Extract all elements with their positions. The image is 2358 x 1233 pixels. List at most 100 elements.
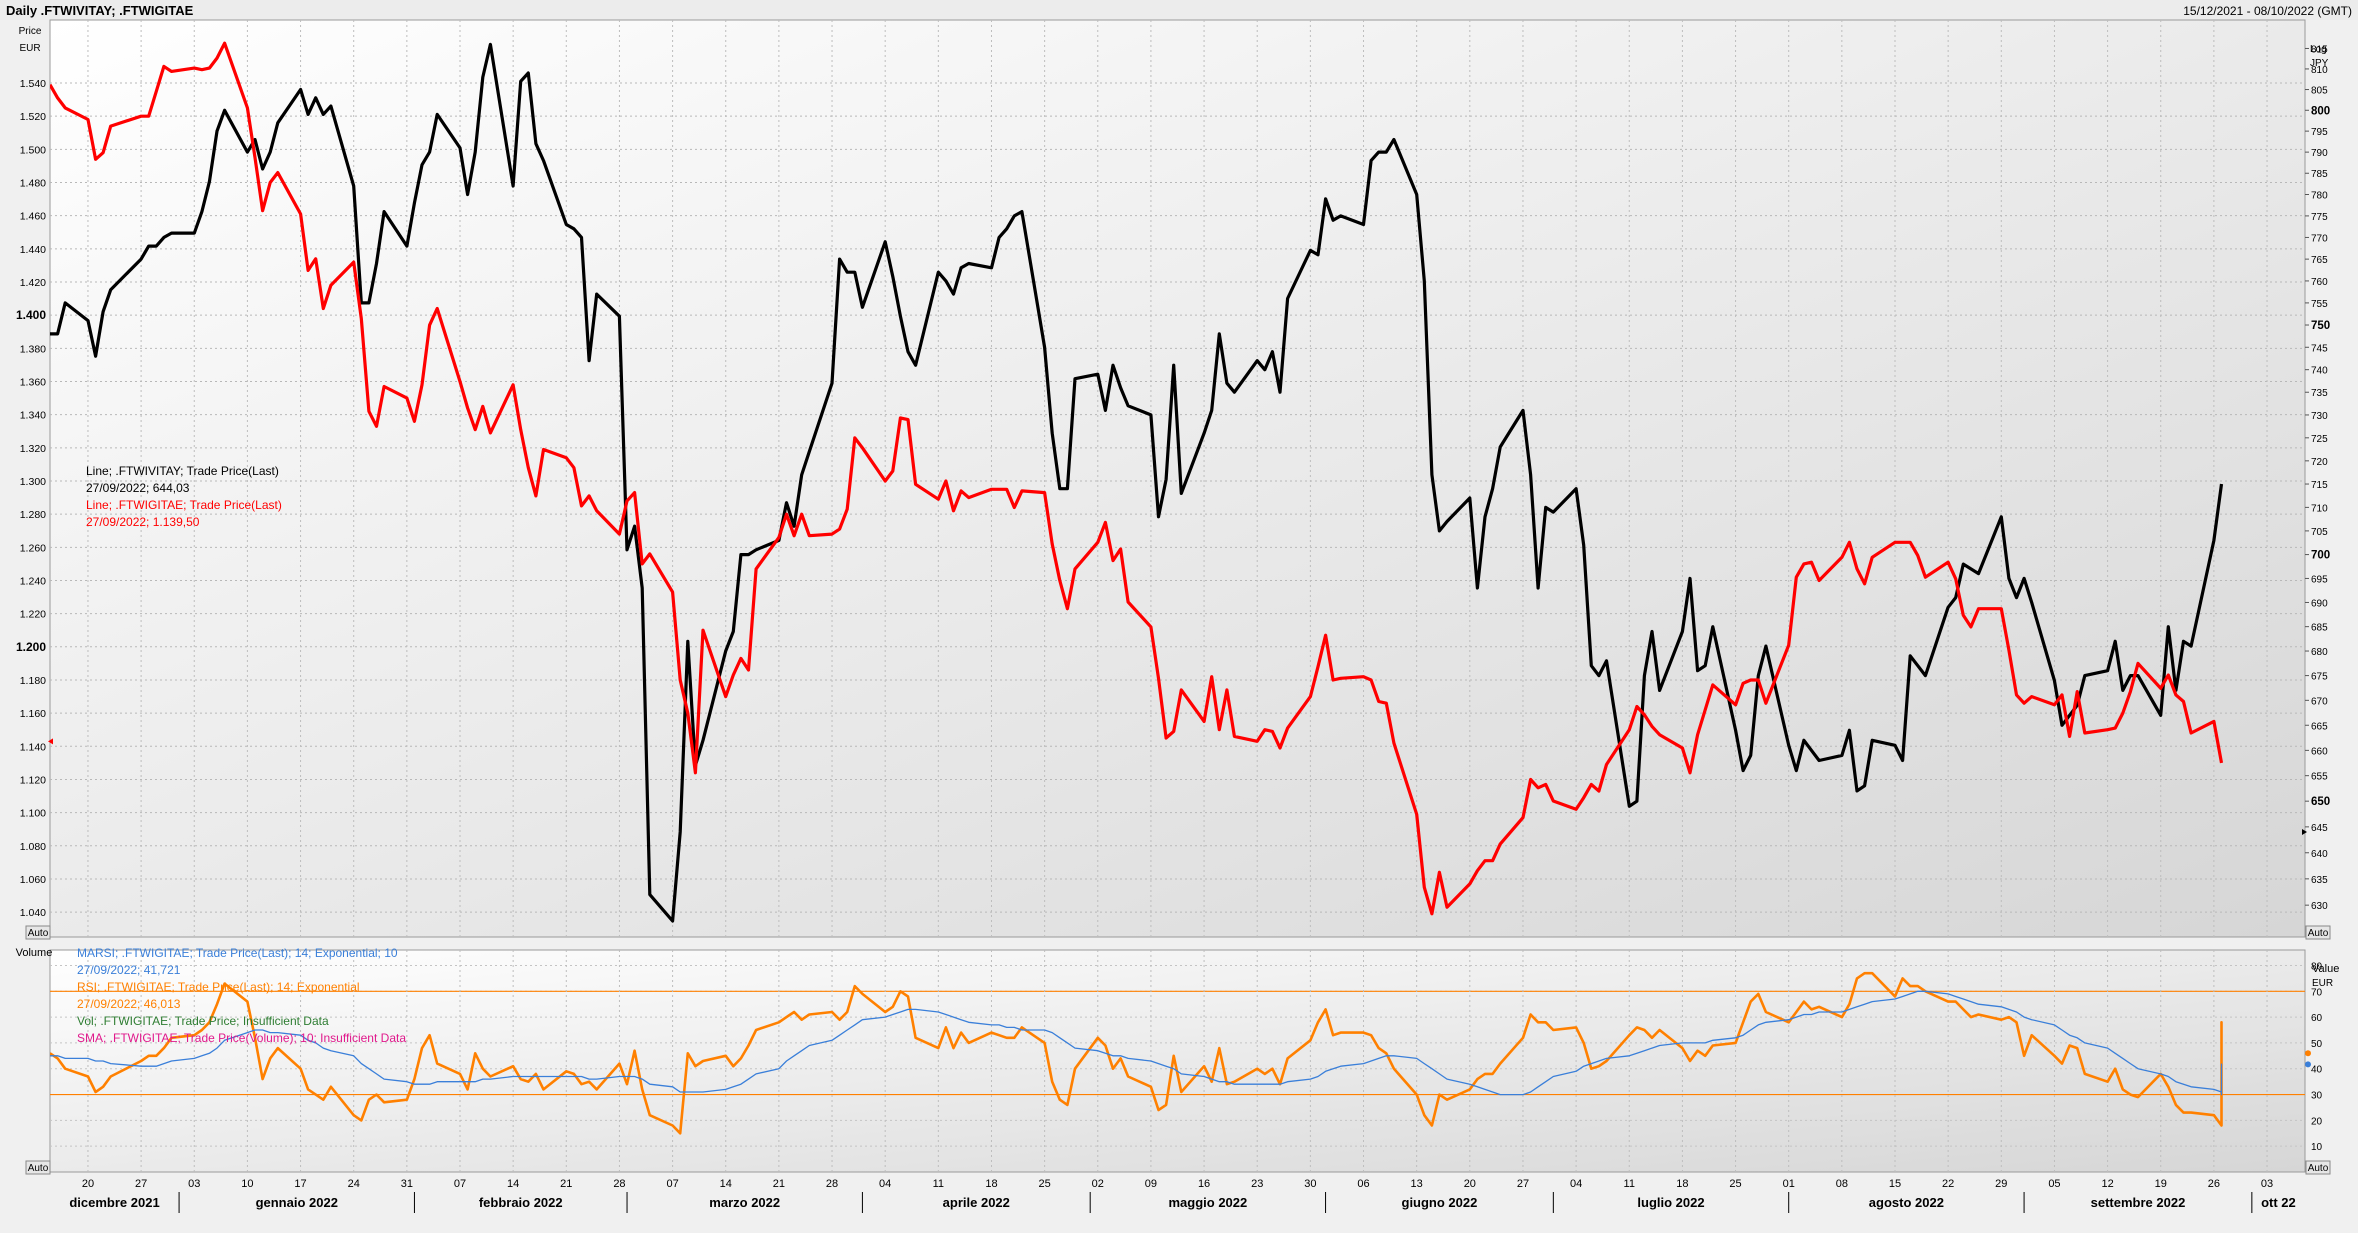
right-tick-label: 645 (2311, 823, 2328, 834)
x-month-label: dicembre 2021 (69, 1195, 159, 1210)
left-tick-label: 1.220 (20, 609, 46, 621)
left-tick-label: 1.240 (20, 575, 46, 587)
x-month-label: febbraio 2022 (479, 1195, 563, 1210)
left-tick-label: 1.460 (20, 211, 46, 223)
x-day-label: 07 (666, 1178, 678, 1190)
x-day-label: 28 (613, 1178, 625, 1190)
legend-main-line2: 27/09/2022; 1.139,50 (86, 515, 200, 529)
legend-main-line1: Line; .FTWIGITAE; Trade Price(Last) (86, 498, 282, 512)
right-tick-label: 770 (2311, 233, 2328, 244)
right-tick-label: 805 (2311, 86, 2328, 97)
x-day-label: 18 (1676, 1178, 1688, 1190)
right-tick-label: 745 (2311, 343, 2328, 354)
x-day-label: 06 (1357, 1178, 1369, 1190)
value-tick-label: 10 (2311, 1142, 2323, 1153)
main-plot-area[interactable] (49, 19, 2306, 938)
left-tick-label: 1.040 (20, 907, 46, 919)
right-tick-label: 750 (2311, 320, 2330, 332)
x-month-label: aprile 2022 (943, 1195, 1010, 1210)
rsi-last-marker (2305, 1050, 2311, 1057)
x-month-label: ott 22 (2261, 1195, 2296, 1210)
right-tick-label: 655 (2311, 772, 2328, 783)
svg-text:Auto: Auto (2308, 928, 2329, 939)
right-last-value-marker (2302, 829, 2307, 836)
x-day-label: 03 (188, 1178, 200, 1190)
x-month-label: gennaio 2022 (256, 1195, 338, 1210)
left-tick-label: 1.180 (20, 675, 46, 687)
x-day-label: 10 (241, 1178, 253, 1190)
right-tick-label: 685 (2311, 623, 2328, 634)
series-line-ftwigitae[interactable] (50, 41, 2224, 916)
right-tick-label: 795 (2311, 127, 2328, 138)
auto-button-main-right[interactable]: Auto (2305, 925, 2331, 940)
date-range: 15/12/2021 - 08/10/2022 (GMT) (2183, 4, 2352, 18)
right-tick-label: 630 (2311, 901, 2328, 912)
right-tick-label: 755 (2311, 299, 2328, 310)
auto-button-low-right[interactable]: Auto (2305, 1160, 2331, 1175)
x-day-label: 21 (560, 1178, 572, 1190)
left-tick-label: 1.260 (20, 542, 46, 554)
right-tick-label: 705 (2311, 527, 2328, 538)
x-day-label: 29 (1995, 1178, 2007, 1190)
x-month-label: luglio 2022 (1637, 1195, 1704, 1210)
value-axis-title: Value (2312, 963, 2339, 975)
auto-button-main-left[interactable]: Auto (25, 925, 51, 940)
right-tick-label: 800 (2311, 105, 2330, 117)
left-tick-label: 1.440 (20, 244, 46, 256)
x-day-label: 20 (1464, 1178, 1476, 1190)
left-tick-label: 1.140 (20, 741, 46, 753)
right-tick-label: 765 (2311, 255, 2328, 266)
value-tick-label: 40 (2311, 1065, 2323, 1076)
right-tick-label: 730 (2311, 411, 2328, 422)
right-tick-label: 815 (2311, 44, 2328, 55)
x-day-label: 27 (135, 1178, 147, 1190)
rsi-line[interactable] (50, 971, 2223, 1135)
header-bar (0, 0, 2358, 20)
x-day-label: 20 (82, 1178, 94, 1190)
x-day-label: 01 (1783, 1178, 1795, 1190)
right-tick-label: 760 (2311, 277, 2328, 288)
left-axis-title: Price (19, 26, 42, 37)
x-day-label: 11 (933, 1178, 944, 1190)
x-day-label: 05 (2048, 1178, 2060, 1190)
right-tick-label: 790 (2311, 148, 2328, 159)
legend-indicator-line1: SMA; .FTWIGITAE; Trade Price(Volume); 10… (77, 1031, 406, 1045)
right-tick-label: 810 (2311, 65, 2328, 76)
left-tick-label: 1.300 (20, 476, 46, 488)
value-tick-label: 60 (2311, 1013, 2323, 1024)
right-tick-label: 650 (2311, 796, 2330, 808)
right-tick-label: 675 (2311, 672, 2328, 683)
x-day-label: 03 (2261, 1178, 2273, 1190)
right-tick-label: 635 (2311, 875, 2328, 886)
indicator-plot-area[interactable] (49, 949, 2306, 1173)
x-month-label: agosto 2022 (1869, 1195, 1944, 1210)
x-day-label: 18 (985, 1178, 997, 1190)
value-tick-label: 50 (2311, 1039, 2323, 1050)
legend-main-line2: 27/09/2022; 644,03 (86, 481, 190, 495)
x-month-label: marzo 2022 (709, 1195, 780, 1210)
right-tick-label: 700 (2311, 550, 2330, 562)
x-day-label: 23 (1251, 1178, 1263, 1190)
left-tick-label: 1.500 (20, 144, 46, 156)
svg-text:Auto: Auto (28, 928, 49, 939)
x-month-label: giugno 2022 (1402, 1195, 1478, 1210)
x-day-label: 24 (348, 1178, 360, 1190)
series-line-ftwivitay[interactable] (50, 42, 2224, 923)
right-tick-label: 735 (2311, 388, 2328, 399)
value-axis-unit: EUR (2312, 978, 2333, 989)
x-month-label: maggio 2022 (1168, 1195, 1247, 1210)
auto-button-low-left[interactable]: Auto (25, 1160, 51, 1175)
left-tick-label: 1.160 (20, 708, 46, 720)
right-axis-title: Log (2310, 44, 2327, 55)
marsi-line[interactable] (50, 990, 2223, 1096)
legend-indicator-line1: RSI; .FTWIGITAE; Trade Price(Last); 14; … (77, 980, 360, 994)
x-day-label: 04 (1570, 1178, 1582, 1190)
x-day-label: 25 (1729, 1178, 1741, 1190)
right-tick-label: 785 (2311, 169, 2328, 180)
value-tick-label: 70 (2311, 987, 2323, 998)
left-tick-label: 1.540 (20, 78, 46, 90)
left-tick-label: 1.100 (20, 808, 46, 820)
marsi-last-marker (2305, 1061, 2311, 1068)
right-tick-label: 670 (2311, 696, 2328, 707)
x-day-label: 15 (1889, 1178, 1901, 1190)
